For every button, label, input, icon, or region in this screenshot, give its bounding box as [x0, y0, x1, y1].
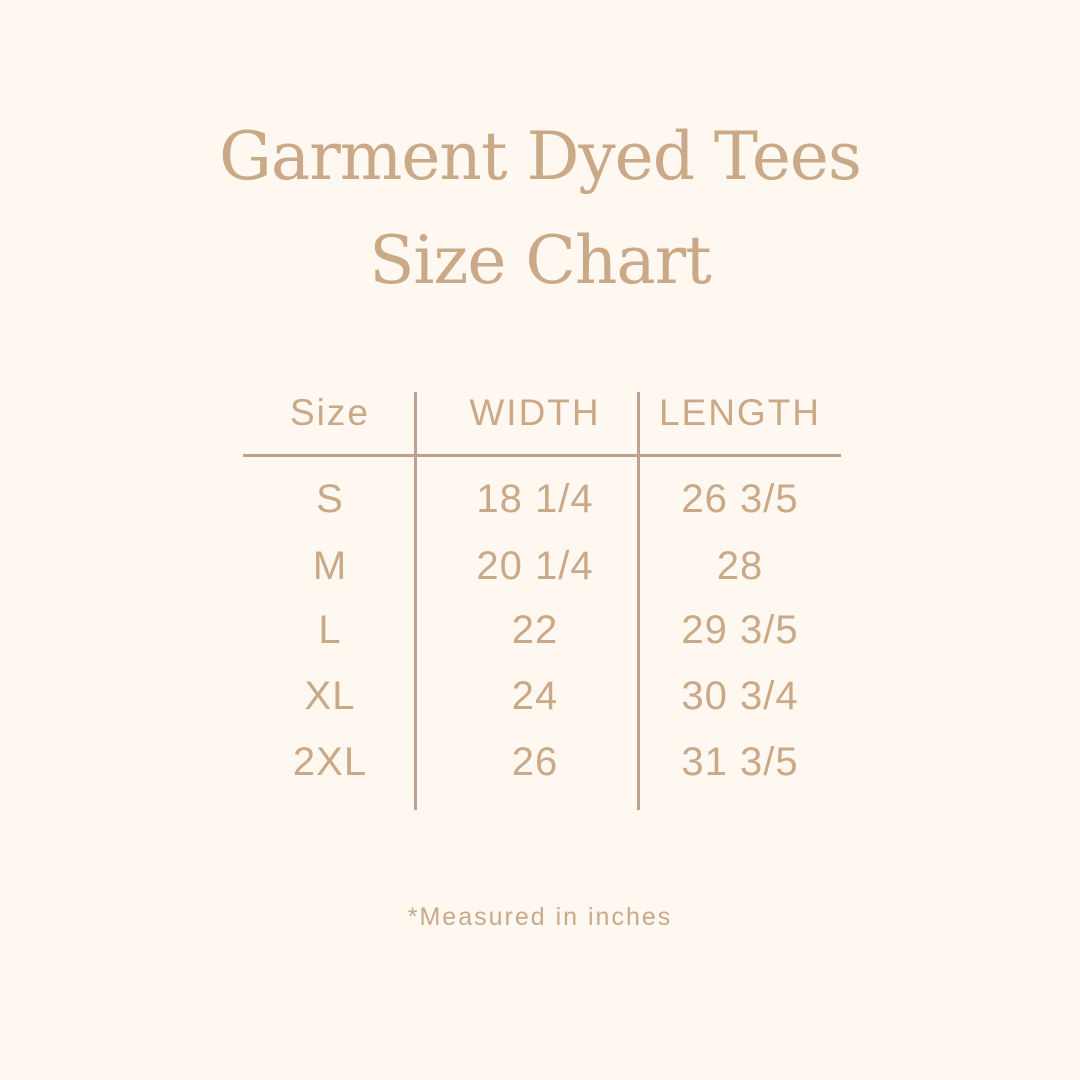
measurement-note: *Measured in inches: [407, 903, 673, 931]
header-width: WIDTH: [469, 392, 601, 433]
length-cell: 28: [716, 544, 764, 588]
size-cell: 2XL: [292, 740, 368, 784]
header-size: Size: [290, 392, 370, 433]
length-cell: 30 3/4: [681, 674, 799, 718]
header-divider: [243, 454, 841, 457]
width-cell: 20 1/4: [476, 544, 594, 588]
title-line-2: Size Chart: [369, 222, 712, 299]
size-cell: S: [316, 477, 344, 521]
width-cell: 26: [511, 740, 559, 784]
length-cell: 26 3/5: [681, 477, 799, 521]
length-cell: 29 3/5: [681, 608, 799, 652]
size-cell: XL: [304, 674, 356, 718]
title-line-1: Garment Dyed Tees: [219, 118, 862, 195]
header-length: LENGTH: [658, 392, 822, 433]
width-cell: 22: [511, 608, 559, 652]
column-divider-2: [637, 392, 640, 810]
width-cell: 24: [511, 674, 559, 718]
length-cell: 31 3/5: [681, 740, 799, 784]
size-cell: L: [318, 608, 342, 652]
size-cell: M: [312, 544, 348, 588]
column-divider-1: [414, 392, 417, 810]
width-cell: 18 1/4: [476, 477, 594, 521]
